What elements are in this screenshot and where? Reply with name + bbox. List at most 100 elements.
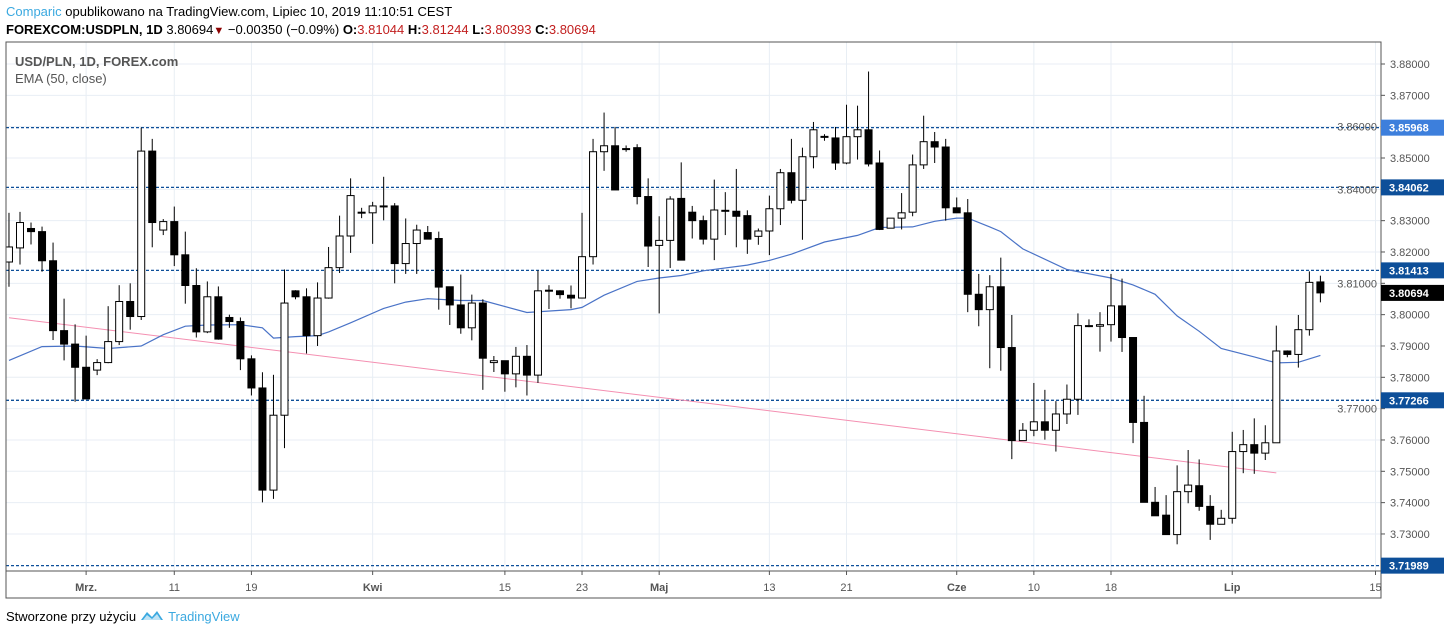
candle[interactable] xyxy=(1051,401,1060,452)
candle[interactable] xyxy=(1261,425,1270,461)
candle[interactable] xyxy=(842,104,851,165)
candle[interactable] xyxy=(412,224,421,274)
candle[interactable] xyxy=(765,195,774,256)
candle[interactable] xyxy=(115,285,124,346)
plot-area[interactable] xyxy=(5,71,1381,567)
candle[interactable] xyxy=(1129,337,1138,444)
author-link[interactable]: Comparic xyxy=(6,4,62,19)
candle[interactable] xyxy=(324,246,333,299)
candle[interactable] xyxy=(985,275,994,369)
candle[interactable] xyxy=(710,179,719,261)
candle[interactable] xyxy=(589,138,598,265)
candle[interactable] xyxy=(732,168,741,248)
candle[interactable] xyxy=(225,314,234,328)
candle[interactable] xyxy=(809,121,818,169)
candle[interactable] xyxy=(897,193,906,230)
candle[interactable] xyxy=(555,290,564,299)
candle[interactable] xyxy=(853,105,862,160)
candle[interactable] xyxy=(941,138,950,221)
candle[interactable] xyxy=(919,115,928,169)
candle[interactable] xyxy=(1228,431,1237,524)
candle[interactable] xyxy=(1305,271,1314,336)
candle[interactable] xyxy=(60,298,69,361)
candle[interactable] xyxy=(126,283,135,330)
candle[interactable] xyxy=(875,150,884,231)
candle[interactable] xyxy=(974,273,983,327)
candle[interactable] xyxy=(192,268,201,338)
candle[interactable] xyxy=(357,207,366,219)
candle[interactable] xyxy=(390,203,399,284)
candle[interactable] xyxy=(644,178,653,268)
tradingview-link[interactable]: TradingView xyxy=(168,609,240,624)
candle[interactable] xyxy=(1140,395,1149,503)
series-legend[interactable]: USD/PLN, 1D, FOREX.com xyxy=(15,54,179,69)
candle[interactable] xyxy=(280,269,289,449)
candle[interactable] xyxy=(489,356,498,372)
candle[interactable] xyxy=(1250,418,1259,474)
candle[interactable] xyxy=(864,71,873,167)
candle[interactable] xyxy=(798,147,807,240)
candle[interactable] xyxy=(181,231,190,304)
candle[interactable] xyxy=(1283,350,1292,358)
candle[interactable] xyxy=(1151,486,1160,517)
candle[interactable] xyxy=(236,317,245,371)
candle[interactable] xyxy=(159,219,168,236)
candle[interactable] xyxy=(5,212,13,287)
candle[interactable] xyxy=(699,215,708,245)
candle[interactable] xyxy=(721,192,730,236)
candle[interactable] xyxy=(578,212,587,299)
candle[interactable] xyxy=(71,324,80,402)
candle[interactable] xyxy=(1084,319,1093,328)
candle[interactable] xyxy=(247,355,256,396)
candle[interactable] xyxy=(1062,384,1071,424)
candle[interactable] xyxy=(886,217,895,229)
candle[interactable] xyxy=(1294,314,1303,368)
candle[interactable] xyxy=(1195,459,1204,511)
candle[interactable] xyxy=(522,345,531,396)
indicator-legend[interactable]: EMA (50, close) xyxy=(15,71,107,86)
price-axis[interactable]: 3.88000 3.87000 3.86000 3.85000 3.84000 3.830… xyxy=(1337,59,1444,574)
candle[interactable] xyxy=(996,257,1005,371)
candle[interactable] xyxy=(611,126,620,191)
candle[interactable] xyxy=(831,126,840,170)
candle[interactable] xyxy=(258,372,267,503)
candle[interactable] xyxy=(203,281,212,334)
candle[interactable] xyxy=(1107,273,1116,342)
candle[interactable] xyxy=(1162,495,1171,536)
candle[interactable] xyxy=(1018,423,1027,442)
candle[interactable] xyxy=(776,168,785,226)
candle[interactable] xyxy=(544,285,553,310)
candle[interactable] xyxy=(787,138,796,204)
candle[interactable] xyxy=(622,145,631,152)
candle[interactable] xyxy=(170,206,179,267)
candle[interactable] xyxy=(1239,429,1248,474)
candle[interactable] xyxy=(291,290,300,300)
candle[interactable] xyxy=(1173,465,1182,545)
candle[interactable] xyxy=(82,335,91,400)
candle[interactable] xyxy=(335,215,344,273)
candle[interactable] xyxy=(930,131,939,164)
candle[interactable] xyxy=(533,270,542,383)
candle[interactable] xyxy=(104,306,113,364)
candle[interactable] xyxy=(467,294,476,341)
candle[interactable] xyxy=(1217,509,1226,525)
candle[interactable] xyxy=(600,112,609,171)
candle[interactable] xyxy=(379,176,388,221)
time-axis[interactable]: Mrz. 11 19 Kwi 15 23 Maj 13 21 Cze 10 18 Lip 15 xyxy=(75,571,1382,594)
candle[interactable] xyxy=(49,242,58,341)
candle[interactable] xyxy=(666,196,675,268)
candle[interactable] xyxy=(27,222,36,245)
candle[interactable] xyxy=(1095,312,1104,352)
candle[interactable] xyxy=(313,282,322,346)
candle[interactable] xyxy=(434,231,443,310)
candle[interactable] xyxy=(93,359,102,376)
candle[interactable] xyxy=(1007,314,1016,460)
candle[interactable] xyxy=(743,210,752,254)
candle[interactable] xyxy=(1118,278,1127,352)
candle[interactable] xyxy=(511,346,520,388)
candle[interactable] xyxy=(401,218,410,274)
candle[interactable] xyxy=(456,274,465,334)
candle[interactable] xyxy=(963,199,972,313)
candle[interactable] xyxy=(368,201,377,244)
